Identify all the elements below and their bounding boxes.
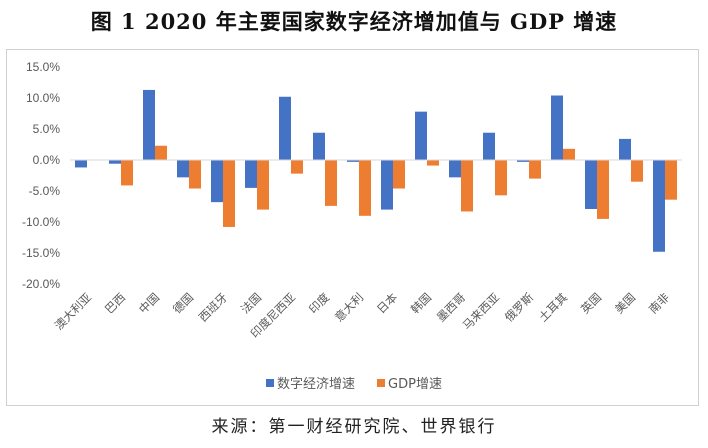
x-tick-label: 美国 (612, 290, 638, 316)
bar-gdp (665, 160, 677, 200)
bar-gdp (325, 160, 337, 206)
x-tick-label: 巴西 (102, 290, 128, 316)
bar-digital-economy (75, 160, 87, 168)
bars (75, 89, 677, 252)
bar-digital-economy (347, 160, 359, 162)
legend-item-digital: 数字经济增速 (266, 373, 355, 392)
legend-label-digital: 数字经济增速 (277, 377, 356, 392)
x-tick-label: 日本 (374, 290, 401, 317)
y-tick-label: 5.0% (33, 122, 61, 136)
bar-gdp (291, 160, 303, 174)
y-tick-label: -5.0% (29, 184, 61, 198)
bar-gdp (563, 148, 575, 160)
bar-digital-economy (211, 160, 223, 203)
x-tick-label: 德国 (170, 290, 196, 316)
x-tick-label: 西班牙 (196, 290, 230, 324)
bar-digital-economy (177, 160, 189, 178)
legend-label-gdp: GDP增速 (388, 377, 442, 392)
bar-digital-economy (279, 96, 291, 160)
bar-digital-economy (415, 111, 427, 160)
bar-gdp (257, 160, 269, 210)
bar-digital-economy (585, 160, 597, 209)
y-axis: 15.0% 10.0% 5.0% 0.0% -5.0% -10.0% -15.0% -20.0… (22, 60, 60, 291)
x-tick-label: 马来西亚 (460, 290, 502, 332)
source-note: 来源：第一财经研究院、世界银行 (211, 417, 497, 437)
legend: 数字经济增速 GDP增速 (0, 373, 708, 392)
x-tick-label: 土耳其 (536, 290, 570, 324)
bar-digital-economy (109, 160, 121, 164)
x-tick-label: 俄罗斯 (502, 290, 537, 325)
bar-digital-economy (449, 160, 461, 178)
legend-item-gdp: GDP增速 (377, 373, 442, 392)
y-tick-label: -15.0% (22, 246, 60, 260)
legend-swatch-gdp (377, 378, 386, 387)
x-tick-label: 英国 (578, 290, 604, 316)
bar-digital-economy (381, 160, 393, 210)
bar-gdp (597, 160, 609, 219)
bar-digital-economy (517, 160, 529, 162)
x-axis: 澳大利亚 巴西 中国 德国 西班牙 法国印度尼西亚 印度 意大利 日本 韩国 墨西哥马来西亚 俄罗斯土… (52, 290, 673, 341)
chart-frame (6, 49, 699, 406)
bar-digital-economy (653, 160, 665, 252)
legend-swatch-digital (266, 378, 275, 387)
x-tick-label: 印度 (306, 290, 333, 317)
y-tick-label: 10.0% (26, 91, 60, 105)
chart-title: 图 1 2020 年主要国家数字经济增加值与 GDP 增速 (90, 9, 618, 34)
bar-gdp (359, 160, 371, 216)
bar-digital-economy (245, 160, 257, 188)
bar-gdp (461, 160, 473, 212)
bar-gdp (121, 160, 133, 186)
bar-gdp (427, 160, 439, 166)
bar-gdp (529, 160, 541, 179)
x-tick-label: 韩国 (408, 290, 434, 316)
x-tick-label: 法国 (238, 290, 264, 316)
bar-digital-economy (313, 132, 325, 160)
y-tick-label: 0.0% (33, 153, 61, 167)
bar-gdp (495, 160, 507, 196)
y-tick-label: -20.0% (22, 277, 60, 291)
bar-gdp (631, 160, 643, 182)
y-tick-label: 15.0% (26, 60, 60, 74)
bar-digital-economy (143, 89, 155, 160)
y-tick-label: -10.0% (22, 215, 60, 229)
bar-digital-economy (619, 138, 631, 160)
bar-digital-economy (551, 95, 563, 160)
bar-gdp (189, 160, 201, 189)
bar-gdp (223, 160, 235, 227)
x-tick-label: 澳大利亚 (52, 290, 94, 332)
bar-gdp (393, 160, 405, 189)
x-tick-label: 意大利 (332, 290, 366, 324)
bar-digital-economy (483, 132, 495, 160)
x-tick-label: 中国 (136, 290, 162, 316)
x-tick-label: 南非 (646, 290, 673, 317)
bar-gdp (155, 145, 167, 160)
